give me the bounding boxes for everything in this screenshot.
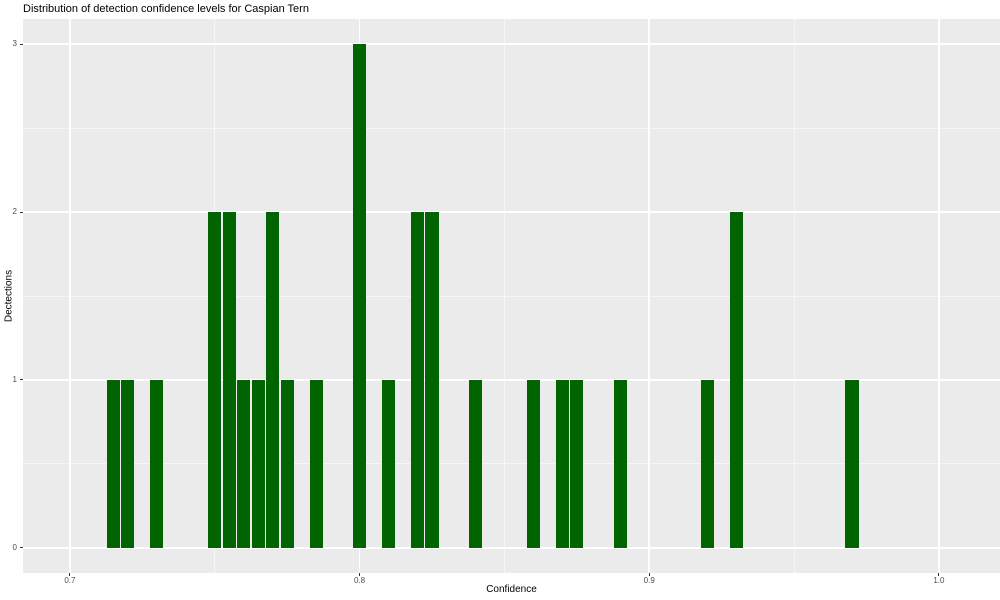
histogram-bar — [237, 379, 251, 548]
x-tick-mark — [359, 573, 361, 576]
y-tick-label: 0 — [12, 542, 17, 552]
y-tick-mark — [19, 43, 23, 45]
histogram-bar — [382, 379, 396, 548]
y-tick-mark — [19, 379, 23, 381]
y-tick-label: 2 — [12, 207, 17, 217]
y-major-gridline — [23, 379, 1000, 381]
y-minor-gridline — [23, 127, 1000, 129]
y-major-gridline — [23, 211, 1000, 213]
x-tick-label: 0.9 — [643, 576, 655, 585]
x-major-gridline — [938, 19, 940, 573]
y-major-gridline — [23, 547, 1000, 549]
histogram-bar — [150, 379, 164, 548]
x-tick-label: 0.7 — [64, 576, 76, 585]
histogram-bar — [526, 379, 540, 548]
histogram-bar — [700, 379, 714, 548]
plot-panel — [23, 19, 1000, 573]
x-tick-mark — [938, 573, 940, 576]
y-axis-title: Dectections — [3, 269, 15, 323]
x-axis-title: Confidence — [486, 584, 537, 595]
x-major-gridline — [648, 19, 650, 573]
histogram-bar — [121, 379, 135, 548]
histogram-bar — [555, 379, 569, 548]
histogram-bar — [729, 212, 743, 548]
histogram-bar — [425, 212, 439, 548]
y-minor-gridline — [23, 295, 1000, 297]
y-tick-label: 1 — [12, 374, 17, 384]
histogram-bar — [266, 212, 280, 548]
histogram-bar — [222, 212, 236, 548]
x-major-gridline — [69, 19, 71, 573]
y-minor-gridline — [23, 463, 1000, 465]
histogram-bar — [309, 379, 323, 548]
y-major-gridline — [23, 43, 1000, 45]
histogram-bar — [251, 379, 265, 548]
x-tick-label: 1.0 — [933, 576, 945, 585]
y-tick-mark — [19, 211, 23, 213]
x-tick-mark — [648, 573, 650, 576]
histogram-bar — [613, 379, 627, 548]
x-tick-label: 0.8 — [354, 576, 366, 585]
histogram-bar — [570, 379, 584, 548]
histogram-bar — [468, 379, 482, 548]
x-tick-mark — [69, 573, 71, 576]
y-tick-label: 3 — [12, 39, 17, 49]
histogram-bar — [845, 379, 859, 548]
y-tick-mark — [19, 547, 23, 549]
histogram-bar — [280, 379, 294, 548]
histogram-bar — [353, 44, 367, 548]
histogram-bar — [106, 379, 120, 548]
histogram-bar — [208, 212, 222, 548]
chart-title: Distribution of detection confidence lev… — [23, 3, 309, 15]
histogram-bar — [410, 212, 425, 548]
